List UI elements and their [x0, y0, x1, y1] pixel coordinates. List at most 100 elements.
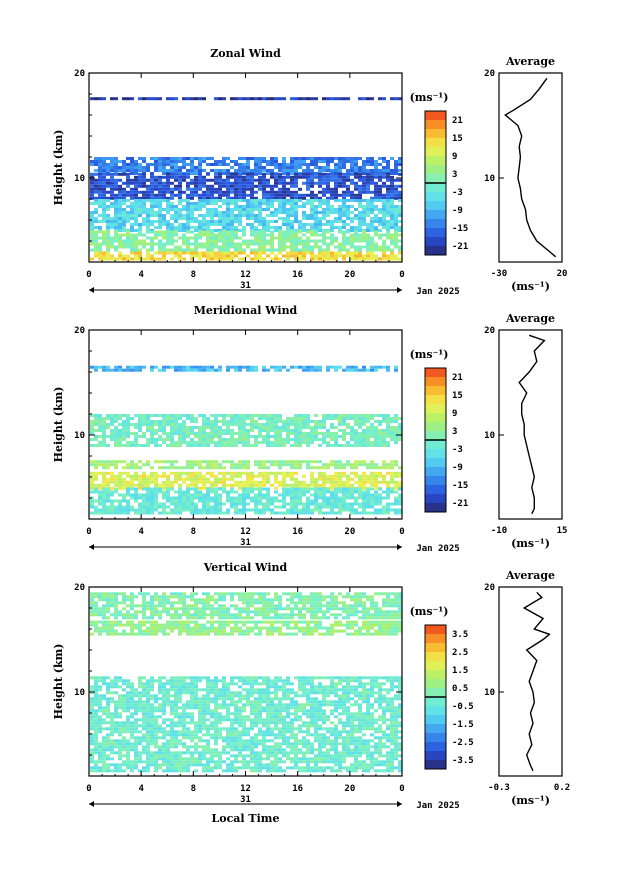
heatmap-cell: [150, 499, 154, 503]
heatmap-cell: [398, 471, 402, 475]
heatmap-cell: [302, 441, 306, 444]
heatmap-cell: [342, 254, 346, 258]
heatmap-cell: [314, 496, 318, 500]
heatmap-cell: [110, 217, 114, 220]
heatmap-cell: [250, 480, 254, 484]
heatmap-cell: [334, 483, 338, 487]
heatmap-cell: [258, 610, 262, 614]
heatmap-cell: [282, 160, 286, 163]
heatmap-cell: [362, 490, 366, 494]
heatmap-cell: [134, 254, 138, 258]
heatmap-cell: [274, 598, 278, 602]
heatmap-cell: [278, 604, 282, 608]
heatmap-cell: [214, 502, 218, 506]
heatmap-cell: [202, 592, 206, 596]
colorbar-segment: [425, 201, 446, 211]
heatmap-cell: [386, 435, 390, 438]
heatmap-cell: [102, 181, 106, 185]
heatmap-cell: [126, 181, 130, 185]
heatmap-cell: [126, 613, 130, 617]
heatmap-cell: [182, 499, 186, 503]
heatmap-cell: [290, 230, 294, 234]
heatmap-cell: [222, 157, 226, 160]
heatmap-cell: [386, 493, 390, 497]
heatmap-cell: [318, 254, 322, 258]
heatmap-cell: [118, 441, 122, 444]
heatmap-cell: [286, 460, 290, 464]
heatmap-cell: [366, 214, 370, 217]
heatmap-cell: [214, 239, 218, 243]
heatmap-cell: [342, 205, 346, 208]
heatmap-cell: [398, 199, 402, 202]
heatmap-cell: [354, 368, 358, 372]
profile-title: Average: [505, 312, 555, 325]
heatmap-cell: [394, 236, 398, 240]
heatmap-cell: [166, 202, 170, 205]
heatmap-cell: [142, 193, 146, 197]
heatmap-cell: [102, 502, 106, 506]
heatmap-cell: [170, 444, 174, 447]
heatmap-cell: [314, 595, 318, 599]
heatmap-cell: [150, 598, 154, 602]
heatmap-cell: [194, 493, 198, 497]
heatmap-cell: [150, 172, 154, 176]
heatmap-cell: [174, 477, 178, 481]
heatmap-cell: [218, 190, 222, 194]
heatmap-cell: [98, 414, 102, 417]
heatmap-cell: [106, 480, 110, 484]
heatmap-cell: [314, 490, 318, 494]
heatmap-cell: [338, 463, 342, 467]
heatmap-cell: [206, 233, 210, 237]
heatmap-cell: [98, 166, 102, 169]
heatmap-cell: [182, 438, 186, 441]
heatmap-cell: [386, 248, 390, 252]
heatmap-cell: [358, 178, 362, 182]
heatmap-cell: [238, 417, 242, 420]
heatmap-cell: [358, 248, 362, 252]
heatmap-cell: [134, 365, 138, 369]
heatmap-cell: [142, 505, 146, 509]
heatmap-cell: [122, 508, 126, 512]
heatmap-cell: [246, 592, 250, 596]
heatmap-cell: [262, 423, 266, 426]
heatmap-cell: [142, 181, 146, 185]
colorbar-tick-label: 21: [452, 116, 463, 126]
heatmap-cell: [302, 211, 306, 214]
heatmap-cell: [198, 463, 202, 467]
heatmap-cell: [294, 178, 298, 182]
heatmap-cell: [314, 592, 318, 596]
heatmap-cell: [322, 208, 326, 211]
heatmap-cell: [278, 208, 282, 211]
heatmap-cell: [298, 365, 302, 369]
colorbar-segment: [425, 395, 446, 405]
heatmap-cell: [342, 505, 346, 509]
heatmap-cell: [94, 629, 98, 633]
heatmap-cell: [274, 511, 278, 515]
heatmap-cell: [198, 187, 202, 191]
heatmap-cell: [110, 239, 114, 243]
heatmap-cell: [274, 429, 278, 432]
heatmap-cell: [154, 184, 158, 188]
heatmap-cell: [314, 423, 318, 426]
heatmap-cell: [150, 245, 154, 249]
heatmap-cell: [318, 607, 322, 611]
heatmap-cell: [306, 460, 310, 464]
heatmap-cell: [150, 604, 154, 608]
heatmap-cell: [174, 248, 178, 252]
heatmap-cell: [94, 626, 98, 630]
heatmap-cell: [90, 592, 94, 596]
heatmap-cell: [102, 626, 106, 630]
heatmap-cell: [290, 420, 294, 423]
heatmap-cell: [314, 414, 318, 417]
heatmap-cell: [102, 211, 106, 214]
heatmap-cell: [294, 242, 298, 246]
heatmap-cell: [150, 623, 154, 627]
heatmap-cell: [210, 460, 214, 464]
heatmap-cell: [214, 169, 218, 172]
heatmap-cell: [302, 245, 306, 249]
heatmap-cell: [190, 187, 194, 191]
heatmap-cell: [346, 169, 350, 172]
heatmap-cell: [206, 505, 210, 509]
heatmap-cell: [334, 226, 338, 229]
heatmap-cell: [126, 480, 130, 484]
